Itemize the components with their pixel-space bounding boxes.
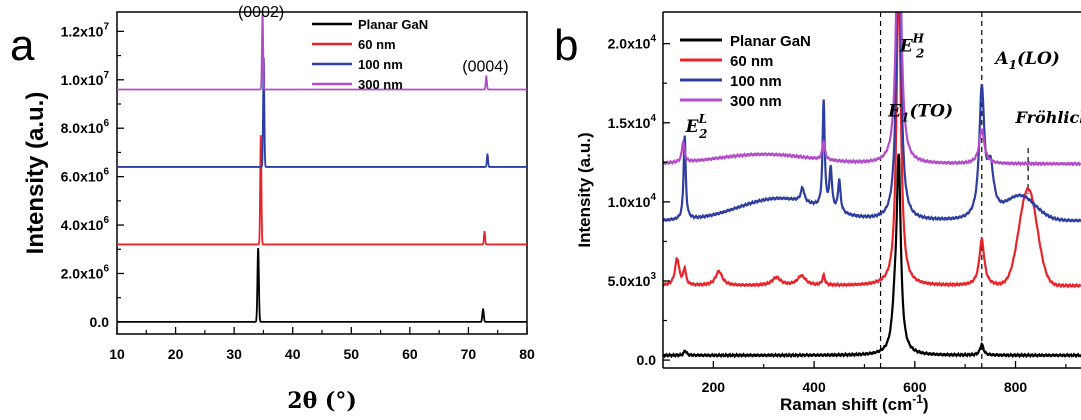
panel-b-y-tick-label: 5.0x103 (608, 271, 657, 289)
panel-b-x-tick-label: 600 (903, 379, 927, 395)
panel-a-x-tick-label: 60 (402, 346, 418, 362)
panel-a: a 10 20 30 40 50 60 70 80 0.0 2.0x106 4.0x106 6.0x… (10, 4, 535, 414)
panel-b-legend-label: 60 nm (730, 53, 773, 70)
panel-b-letter: b (554, 21, 578, 70)
panel-a-x-tick-label: 20 (168, 346, 184, 362)
panel-b-series-line (663, 153, 1081, 359)
panel-a-letter: a (10, 21, 35, 70)
frohlich-label: Fröhlich (1015, 108, 1081, 127)
panel-b-series-line (663, 12, 1081, 167)
panel-a-series-line (117, 13, 527, 91)
panel-a-y-tick-label: 6.0x106 (61, 167, 110, 185)
panel-b-x-axis-title-sup: -1 (912, 392, 923, 406)
panel-a-series-line (117, 135, 527, 246)
panel-a-peak-label: (0004) (462, 58, 508, 75)
panel-a-y-tick-label: 1.2x107 (61, 21, 110, 39)
panel-a-x-tick-label: 10 (109, 346, 125, 362)
panel-a-series-group (117, 13, 527, 323)
panel-b-annotations: EL2 E1(TO) EH2 A1(LO) Fröhlich (685, 32, 1081, 142)
panel-b-legend-label: 300 nm (730, 93, 782, 110)
panel-b-series-line (663, 12, 1081, 223)
panel-b-reference-lines (879, 12, 1029, 368)
panel-b-y-ticks: 0.0 5.0x103 1.0x104 1.5x104 2.0x104 (608, 34, 670, 368)
panel-b-x-axis-title-main: Raman shift (cm (780, 395, 912, 414)
panel-a-y-tick-label: 1.0x107 (61, 70, 110, 88)
panel-b-series-group (663, 12, 1081, 359)
panel-a-annotations: (0002) (0004) (238, 4, 509, 75)
panel-a-y-ticks: 0.0 2.0x106 4.0x106 6.0x106 8.0x106 1.0x107 1.… (61, 21, 124, 330)
panel-b-y-tick-label: 1.0x104 (608, 192, 657, 210)
panel-a-legend-label: 60 nm (358, 37, 396, 52)
panel-a-x-tick-label: 50 (343, 346, 359, 362)
panel-b-y-tick-label: 2.0x104 (608, 34, 657, 52)
panel-b-y-tick-label: 1.5x104 (608, 113, 657, 131)
panel-a-y-axis-title: Intensity (a.u.) (22, 92, 49, 255)
panel-b-x-tick-label: 200 (702, 379, 726, 395)
panel-b-x-axis-title-end: ) (923, 395, 929, 414)
panel-b-y-axis-title: Intensity (a.u.) (575, 132, 594, 247)
panel-a-x-axis-title: 2θ (°) (287, 388, 356, 414)
panel-a-y-tick-label: 2.0x106 (61, 263, 110, 281)
panel-b-x-axis-title: Raman shift (cm-1) (780, 392, 929, 414)
panel-a-peak-label: (0002) (238, 4, 284, 21)
panel-a-x-tick-label: 80 (519, 346, 535, 362)
panel-b-legend: Planar GaN 60 nm 100 nm 300 nm (680, 33, 811, 110)
panel-b-legend-label: 100 nm (730, 73, 782, 90)
panel-b-x-ticks: 200 400 600 800 (702, 361, 1067, 395)
panel-a-x-ticks: 10 20 30 40 50 60 70 80 (109, 327, 535, 362)
panel-a-x-tick-label: 40 (285, 346, 301, 362)
panel-a-y-tick-label: 8.0x106 (61, 118, 110, 136)
panel-a-legend-label: Planar GaN (358, 17, 428, 32)
panel-a-x-tick-label: 30 (226, 346, 242, 362)
e1-to-label: E1(TO) (887, 101, 953, 124)
panel-a-legend: Planar GaN 60 nm 100 nm 300 nm (312, 17, 428, 92)
panel-b-y-tick-label: 0.0 (637, 352, 657, 368)
panel-a-x-tick-label: 70 (461, 346, 477, 362)
panel-a-legend-label: 300 nm (358, 77, 403, 92)
panel-b-x-tick-label: 800 (1004, 379, 1028, 395)
panel-b-x-tick-label: 400 (802, 379, 826, 395)
panel-b-series-line (663, 12, 1081, 289)
panel-b: b 200 400 600 800 0.0 5.0x103 1.0x104 1.5x104 2… (554, 11, 1081, 414)
panel-b-legend-label: Planar GaN (730, 33, 811, 50)
a1-lo-label: A1(LO) (993, 49, 1059, 72)
e2-low-label: EL 2 (685, 112, 708, 141)
e2-high-label: EH 2 (899, 32, 925, 61)
panel-a-y-tick-label: 0.0 (90, 314, 110, 330)
panel-a-series-line (117, 247, 527, 323)
panel-a-y-tick-label: 4.0x106 (61, 215, 110, 233)
panel-a-series-line (117, 57, 527, 168)
panel-a-legend-label: 100 nm (358, 57, 403, 72)
